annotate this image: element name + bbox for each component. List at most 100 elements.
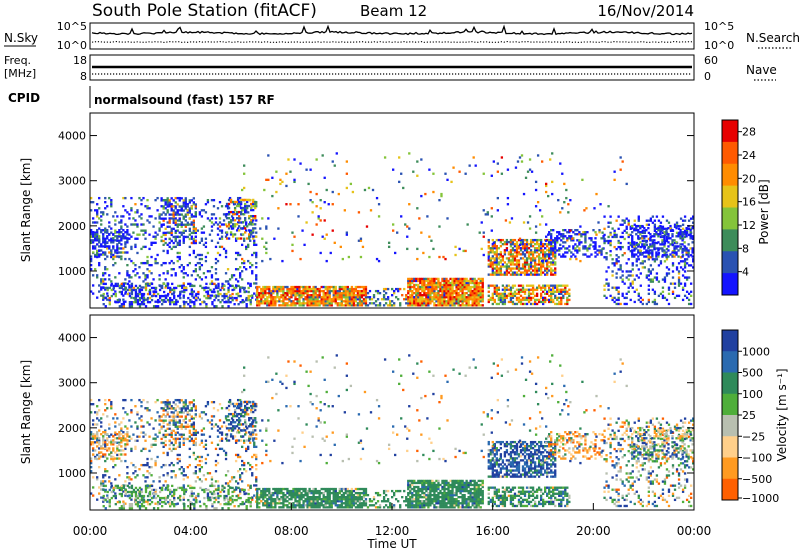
scatter-cell <box>150 445 153 449</box>
scatter-cell <box>519 238 523 242</box>
scatter-cell <box>397 298 400 301</box>
scatter-cell <box>227 225 231 228</box>
scatter-cell <box>685 258 689 261</box>
scatter-cell <box>423 298 426 301</box>
scatter-cell <box>679 233 682 236</box>
scatter-cell <box>641 252 644 255</box>
scatter-cell <box>481 287 484 291</box>
scatter-cell <box>629 233 632 237</box>
scatter-cell <box>609 231 612 235</box>
scatter-cell <box>238 276 242 279</box>
scatter-cell <box>525 296 529 300</box>
scatter-cell <box>473 294 476 297</box>
scatter-cell <box>174 437 177 440</box>
scatter-cell <box>592 229 595 232</box>
scatter-cell <box>130 288 134 292</box>
scatter-cell <box>539 286 543 289</box>
scatter-cell <box>234 459 238 463</box>
scatter-cell <box>683 245 686 248</box>
scatter-cell <box>188 463 191 467</box>
scatter-cell <box>420 231 423 234</box>
scatter-cell <box>637 258 640 261</box>
scatter-cell <box>314 300 317 303</box>
scatter-cell <box>232 288 236 291</box>
scatter-cell <box>116 243 119 246</box>
scatter-cell <box>607 225 610 228</box>
scatter-cell <box>463 298 466 301</box>
scatter-cell <box>166 249 169 253</box>
scatter-cell <box>364 302 368 305</box>
scatter-cell <box>256 302 259 305</box>
scatter-cell <box>566 239 569 242</box>
scatter-cell <box>247 294 250 298</box>
scatter-cell <box>110 407 113 410</box>
scatter-cell <box>288 296 291 299</box>
scatter-cell <box>499 271 503 274</box>
scatter-cell <box>356 302 360 305</box>
scatter-cell <box>499 300 503 304</box>
scatter-cell <box>148 233 151 236</box>
scatter-cell <box>112 284 115 288</box>
scatter-cell <box>603 227 606 230</box>
scatter-cell <box>539 249 543 252</box>
scatter-cell <box>568 298 571 302</box>
scatter-cell <box>445 287 448 291</box>
scatter-cell <box>356 304 360 307</box>
scatter-cell <box>522 221 526 224</box>
scatter-cell <box>225 225 229 228</box>
scatter-cell <box>146 476 149 479</box>
scatter-cell <box>451 281 454 285</box>
scatter-cell <box>120 290 124 294</box>
scatter-cell <box>519 284 523 287</box>
scatter-cell <box>233 296 236 300</box>
scatter-cell <box>513 263 517 266</box>
scatter-cell <box>142 272 145 275</box>
scatter-cell <box>112 417 115 420</box>
scatter-cell <box>435 300 438 303</box>
scatter-cell <box>352 294 356 297</box>
scatter-cell <box>278 289 281 293</box>
scatter-cell <box>144 229 147 232</box>
scatter-cell <box>393 289 396 293</box>
scatter-cell <box>453 300 456 303</box>
scatter-cell <box>552 290 555 293</box>
scatter-cell <box>209 296 212 300</box>
scatter-cell <box>368 289 372 293</box>
scatter-cell <box>152 292 156 296</box>
scatter-cell <box>169 286 172 290</box>
scatter-cell <box>352 289 356 293</box>
scatter-cell <box>100 484 103 487</box>
scatter-cell <box>520 154 524 157</box>
scatter-cell <box>471 291 474 295</box>
scatter-cell <box>114 284 117 288</box>
scatter-cell <box>629 284 632 287</box>
scatter-cell <box>467 298 470 301</box>
scatter-cell <box>118 241 121 244</box>
scatter-cell <box>663 296 667 300</box>
scatter-cell <box>221 282 224 286</box>
scatter-cell <box>134 219 137 222</box>
scatter-cell <box>96 417 99 420</box>
scatter-cell <box>358 304 362 307</box>
scatter-cell <box>477 281 480 285</box>
scatter-cell <box>661 241 664 244</box>
scatter-cell <box>534 231 538 234</box>
scatter-cell <box>124 425 127 428</box>
scatter-cell <box>156 292 160 296</box>
scatter-cell <box>322 296 325 299</box>
scatter-cell <box>182 266 185 269</box>
scatter-cell <box>90 459 93 463</box>
scatter-cell <box>641 245 644 248</box>
scatter-cell <box>178 231 181 234</box>
scatter-cell <box>140 405 143 408</box>
scatter-cell <box>437 281 440 285</box>
scatter-cell <box>186 405 189 408</box>
scatter-cell <box>433 287 436 291</box>
scatter-cell <box>647 231 650 235</box>
scatter-cell <box>491 249 494 252</box>
scatter-cell <box>172 209 175 212</box>
scatter-cell <box>98 237 101 240</box>
scatter-cell <box>200 429 204 432</box>
scatter-cell <box>104 282 107 286</box>
scatter-cell <box>560 235 563 238</box>
